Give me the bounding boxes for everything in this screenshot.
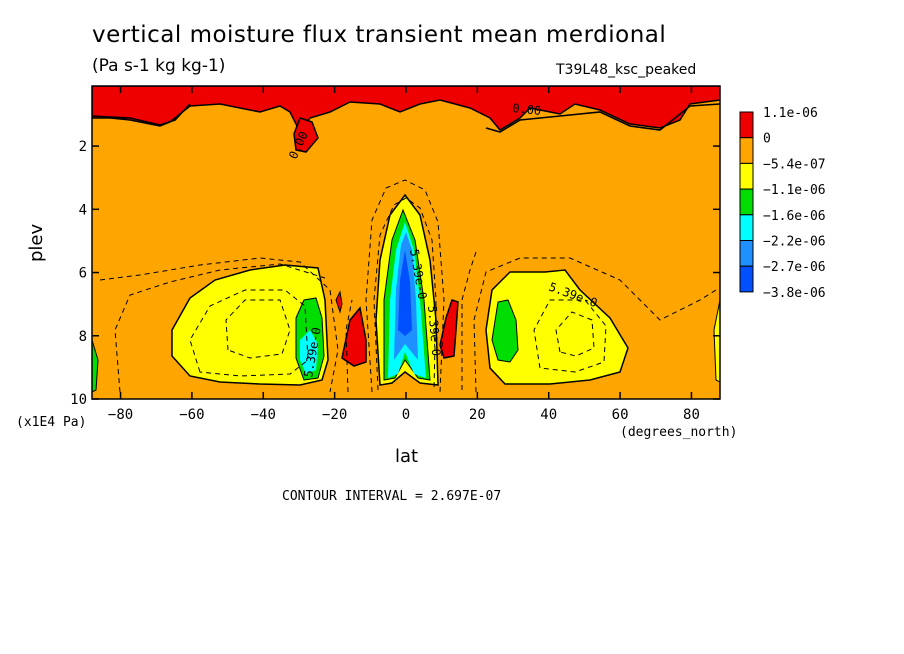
solid-contours bbox=[92, 103, 720, 133]
dashed-contours bbox=[99, 179, 717, 393]
contour-fill bbox=[92, 86, 720, 399]
x-tick-label: 40 bbox=[540, 407, 557, 423]
x-axis-units: (degrees_north) bbox=[620, 425, 738, 440]
legend-label: −5.4e-07 bbox=[763, 157, 826, 172]
y-axis-units: (x1E4 Pa) bbox=[16, 415, 87, 430]
x-tick-label: 80 bbox=[683, 407, 700, 423]
x-tick-label: 60 bbox=[612, 407, 629, 423]
right-edge-yellow bbox=[713, 299, 720, 383]
legend-swatch bbox=[739, 137, 754, 164]
y-tick-label: 6 bbox=[79, 266, 87, 282]
left-yellow-region bbox=[171, 264, 329, 386]
legend-swatch bbox=[739, 111, 754, 139]
legend-swatch bbox=[739, 188, 754, 216]
legend-swatch bbox=[739, 265, 754, 293]
y-tick-label: 4 bbox=[79, 202, 87, 218]
x-axis-label: lat bbox=[395, 446, 419, 467]
x-tick-label: −80 bbox=[108, 407, 133, 423]
x-tick-label: −40 bbox=[251, 407, 276, 423]
legend-swatch bbox=[739, 214, 754, 242]
y-axis-ticks: 2 4 6 8 10 bbox=[70, 139, 720, 408]
legend-swatch bbox=[739, 240, 754, 267]
x-tick-label: −20 bbox=[322, 407, 347, 423]
x-tick-label: 0 bbox=[402, 407, 410, 423]
legend-label: −1.1e-06 bbox=[763, 183, 826, 198]
x-axis-ticks: −80 −60 −40 −20 0 20 40 60 80 bbox=[108, 86, 700, 423]
center-deep-blue-region bbox=[398, 250, 412, 336]
y-tick-label: 10 bbox=[70, 392, 87, 408]
color-legend: 1.1e-06 0 −5.4e-07 −1.1e-06 −1.6e-06 −2.2e-06… bbox=[739, 106, 826, 301]
x-tick-label: 20 bbox=[469, 407, 486, 423]
right-yellow-region bbox=[485, 269, 629, 385]
chart-title: vertical moisture flux transient mean me… bbox=[92, 22, 667, 48]
positive-top-band-tongue bbox=[293, 117, 319, 153]
x-tick-label: −60 bbox=[179, 407, 204, 423]
y-tick-label: 2 bbox=[79, 139, 87, 155]
chart-units: (Pa s-1 kg kg-1) bbox=[92, 56, 226, 76]
legend-label: −2.2e-06 bbox=[763, 235, 826, 250]
legend-label: 0 bbox=[763, 132, 771, 147]
legend-label: −2.7e-06 bbox=[763, 260, 826, 275]
legend-swatch bbox=[739, 162, 754, 190]
legend-label: −1.6e-06 bbox=[763, 209, 826, 224]
positive-patch-right bbox=[439, 299, 459, 359]
legend-label: 1.1e-06 bbox=[763, 106, 818, 121]
left-edge-green bbox=[92, 339, 99, 393]
right-green-region bbox=[491, 299, 519, 363]
contour-label: 5.39e-0 bbox=[425, 305, 443, 357]
contour-label: 0.00 bbox=[512, 101, 542, 118]
contour-interval-note: CONTOUR INTERVAL = 2.697E-07 bbox=[282, 489, 502, 504]
y-tick-label: 8 bbox=[79, 329, 87, 345]
positive-patch-left bbox=[341, 306, 367, 367]
positive-sliver-left bbox=[335, 290, 343, 314]
run-label: T39L48_ksc_peaked bbox=[556, 62, 697, 78]
legend-label: −3.8e-06 bbox=[763, 286, 826, 301]
